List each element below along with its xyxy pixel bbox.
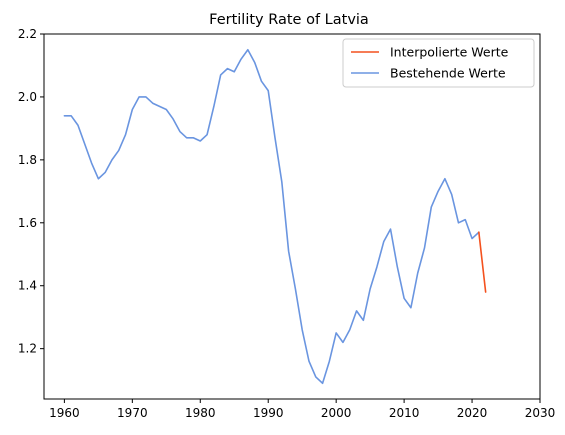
x-tick-label: 2030 (525, 406, 556, 420)
legend-label: Bestehende Werte (390, 66, 506, 81)
x-tick-label: 1970 (117, 406, 148, 420)
y-axis: 1.2 1.4 1.6 1.8 2.0 2.2 (18, 27, 44, 356)
plot-frame (44, 34, 540, 399)
legend-label: Interpolierte Werte (390, 45, 509, 60)
x-tick-label: 1990 (253, 406, 284, 420)
series-line-interpolated (479, 232, 486, 292)
chart-title: Fertility Rate of Latvia (209, 12, 369, 28)
y-tick-label: 1.8 (18, 153, 37, 167)
x-tick-label: 2010 (389, 406, 420, 420)
y-tick-label: 1.6 (18, 216, 37, 230)
legend: Interpolierte Werte Bestehende Werte (343, 39, 534, 87)
y-tick-label: 1.2 (18, 342, 37, 356)
x-tick-label: 1960 (49, 406, 80, 420)
y-tick-label: 2.0 (18, 90, 37, 104)
series-line-existing (64, 50, 478, 384)
y-tick-label: 1.4 (18, 279, 37, 293)
x-tick-label: 2000 (321, 406, 352, 420)
x-axis: 1960 1970 1980 1990 2000 2010 2020 2030 (49, 399, 555, 420)
series-layer (64, 50, 485, 384)
x-tick-label: 2020 (457, 406, 488, 420)
x-tick-label: 1980 (185, 406, 216, 420)
y-tick-label: 2.2 (18, 27, 37, 41)
